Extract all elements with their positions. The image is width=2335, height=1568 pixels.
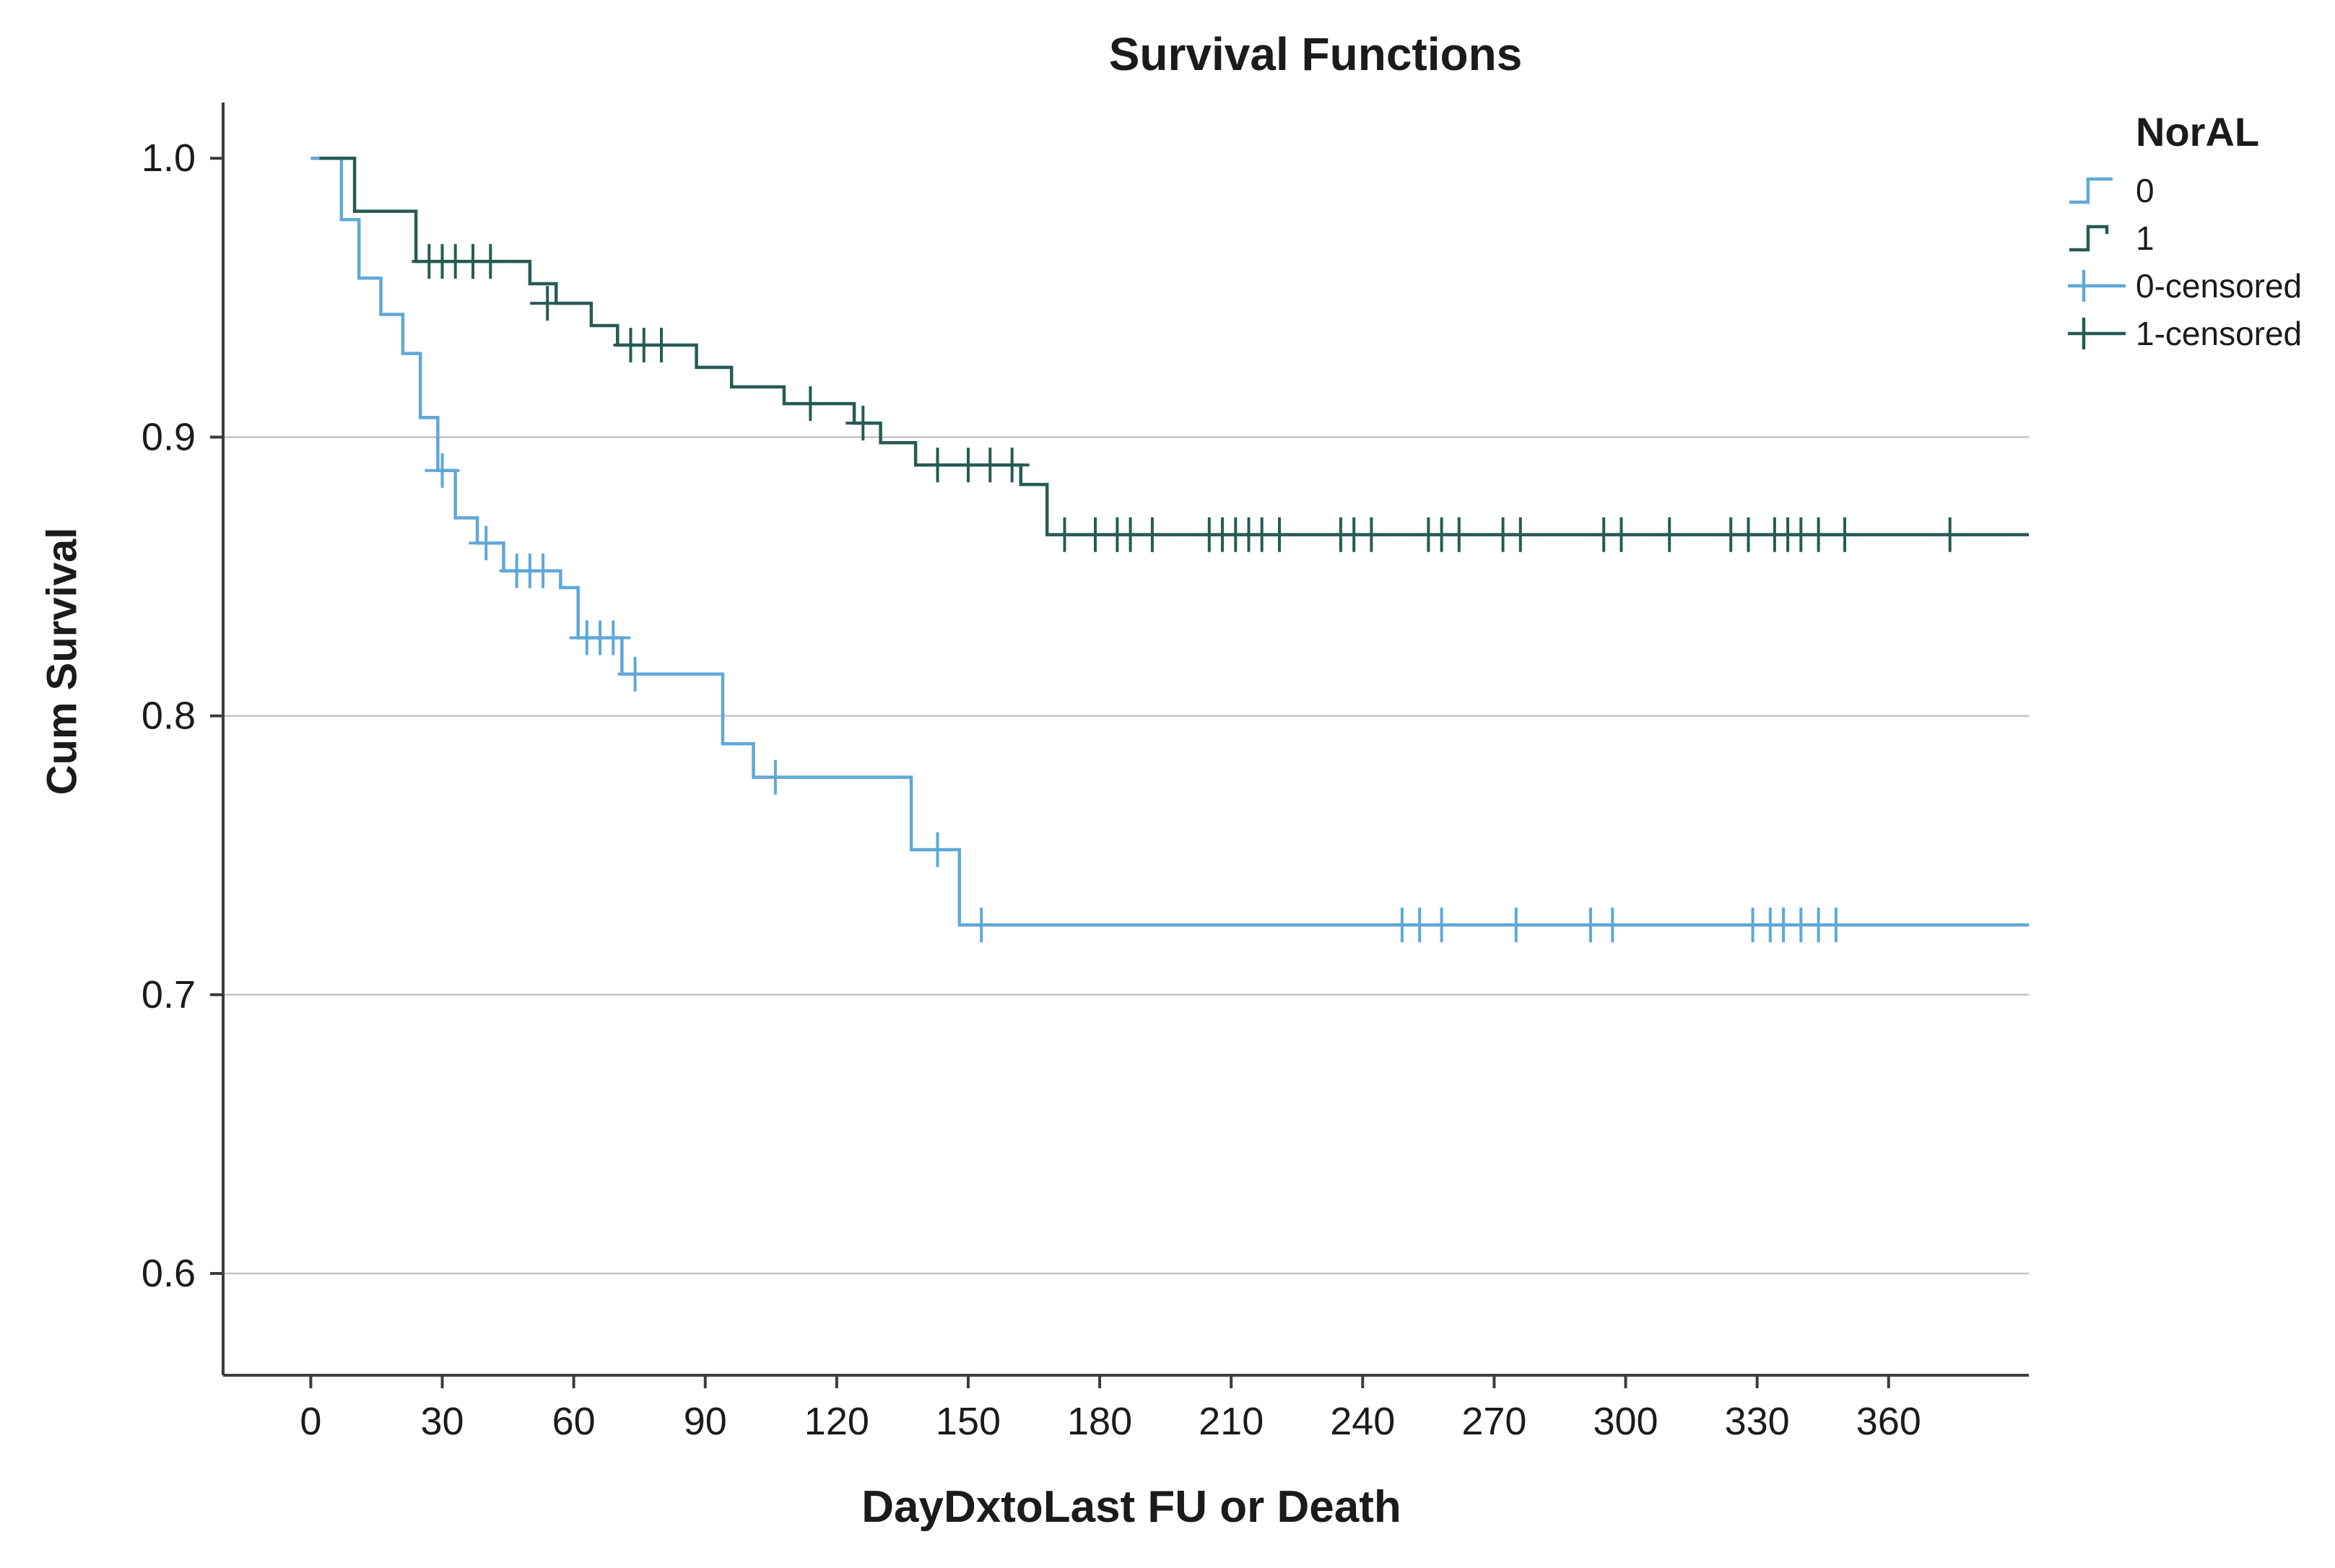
- x-tick-label: 0: [300, 1400, 321, 1443]
- y-tick-label: 0.6: [142, 1252, 196, 1295]
- x-axis-label: DayDxtoLast FU or Death: [861, 1482, 1401, 1532]
- x-tick-label: 180: [1067, 1400, 1132, 1443]
- chart-title: Survival Functions: [1108, 28, 1523, 80]
- step-line-glyph: [2069, 177, 2113, 204]
- plus-censored-glyph-path: [2068, 318, 2126, 349]
- plus-censored-glyph-path: [2068, 270, 2126, 302]
- step-line-glyph-path: [2069, 225, 2109, 252]
- y-tick-label: 0.8: [142, 694, 196, 738]
- survival-curve-1: [319, 156, 2029, 536]
- x-tick-label: 150: [936, 1400, 1001, 1443]
- legend-entry-label: 1: [2136, 219, 2154, 257]
- x-tick-label: 360: [1856, 1400, 1921, 1443]
- x-tick-label: 210: [1199, 1400, 1264, 1443]
- x-tick-label: 120: [804, 1400, 869, 1443]
- plus-censored-glyph: [2068, 270, 2126, 302]
- x-tick-label: 90: [684, 1400, 727, 1443]
- legend-entry-group1-censored: 1-censored: [2066, 310, 2302, 357]
- x-tick-label: 300: [1593, 1400, 1658, 1443]
- censored-marks-0: [425, 453, 1853, 943]
- step-line-glyph-path: [2069, 177, 2113, 204]
- legend-entry-label: 1-censored: [2136, 315, 2303, 352]
- censored-marks-1: [412, 244, 1967, 552]
- legend-title: NorAL: [2136, 109, 2260, 154]
- x-tick-label: 30: [420, 1400, 464, 1443]
- step-line-glyph: [2069, 225, 2109, 252]
- x-tick-label: 270: [1461, 1400, 1526, 1443]
- y-axis-label: Cum Survival: [38, 527, 86, 796]
- legend-entry-group0-censored: 0-censored: [2066, 262, 2302, 310]
- x-tick-label: 240: [1330, 1400, 1395, 1443]
- plus-censored-glyph: [2068, 318, 2126, 349]
- y-tick-label: 1.0: [142, 136, 196, 180]
- x-tick-label: 330: [1725, 1400, 1790, 1443]
- x-tick-label: 60: [552, 1400, 596, 1443]
- y-tick-label: 0.9: [142, 415, 196, 458]
- survival-curve-0: [310, 156, 2029, 927]
- legend-entry-label: 0: [2136, 172, 2154, 209]
- legend-entry-label: 0-censored: [2136, 267, 2303, 305]
- y-tick-label: 0.7: [142, 973, 196, 1016]
- legend: NorAL 0 1 0-censored 1-censored: [2066, 108, 2302, 357]
- legend-entry-group1: 1: [2066, 214, 2302, 262]
- legend-entry-group0: 0: [2066, 167, 2302, 214]
